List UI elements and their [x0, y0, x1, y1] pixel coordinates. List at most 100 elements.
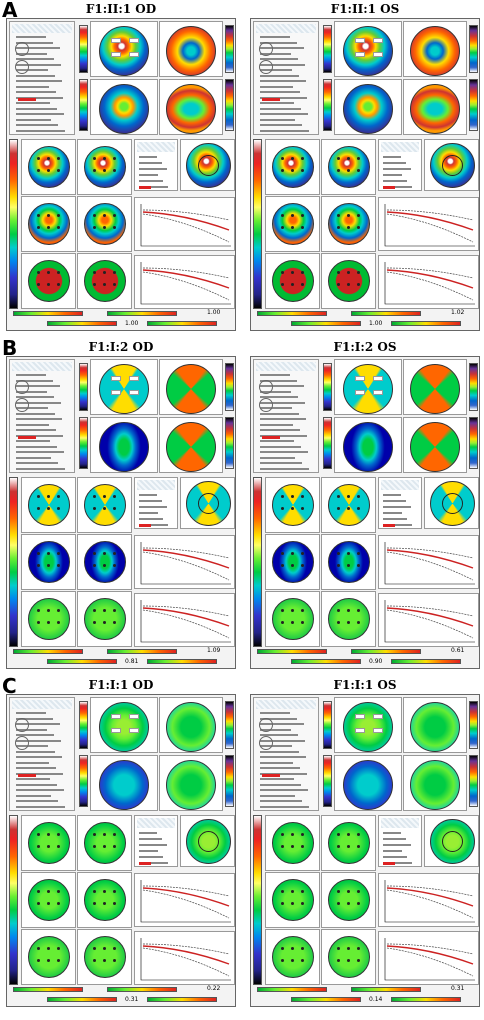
info-text-line — [260, 401, 305, 404]
map-cell — [334, 21, 402, 77]
map-cell — [334, 697, 402, 753]
map-point — [347, 507, 350, 510]
info-text-line — [260, 717, 297, 720]
map-cell — [90, 755, 158, 811]
color-scale-bar — [79, 363, 88, 411]
map-cell — [77, 591, 132, 647]
map-cell — [159, 79, 223, 135]
map-label-box — [111, 376, 121, 381]
map-cell — [77, 196, 132, 252]
color-scale-bar — [323, 755, 332, 807]
map-point — [113, 214, 116, 217]
index-value: 0.31 — [451, 985, 465, 992]
graph-curve — [386, 885, 474, 897]
stats-line — [139, 162, 162, 164]
legend-bar — [47, 997, 117, 1002]
highlight-value — [18, 436, 36, 439]
thickness-profile-graph — [134, 873, 235, 927]
map-point — [347, 890, 350, 893]
map-point — [57, 552, 60, 555]
map-point — [337, 226, 340, 229]
map-point — [301, 495, 304, 498]
map-label-box — [129, 714, 139, 719]
map-cell — [265, 815, 320, 871]
percent-thickness-graph — [134, 593, 235, 647]
graph-axis — [140, 262, 231, 305]
map-point — [301, 507, 304, 510]
map-point — [337, 214, 340, 217]
color-scale-bar — [79, 79, 88, 131]
graph-curve — [386, 209, 474, 221]
stats-line — [139, 832, 157, 834]
map-label-box — [373, 390, 383, 395]
map-cell — [21, 196, 76, 252]
small-map — [328, 146, 370, 188]
graph-curve — [142, 943, 230, 955]
map-point — [301, 833, 304, 836]
info-text-line — [260, 750, 299, 753]
color-scale-bar — [79, 417, 88, 469]
legend-bar — [47, 659, 117, 664]
tomography-report: 1.00 1.00 — [6, 18, 236, 331]
tomography-report: 0.22 0.31 — [6, 694, 236, 1007]
info-text-line — [16, 429, 56, 431]
small-map — [272, 260, 314, 302]
map-point — [337, 564, 340, 567]
map-point — [347, 271, 350, 274]
legend-bar — [107, 649, 177, 654]
stats-panel — [378, 139, 422, 191]
legend-bar — [107, 311, 177, 316]
legend-bar — [291, 659, 361, 664]
map-cell — [403, 417, 467, 473]
info-text-line — [16, 761, 49, 764]
map-cell — [334, 755, 402, 811]
info-text-line — [16, 52, 47, 55]
map-point — [113, 564, 116, 567]
map-cell — [180, 815, 235, 867]
map-cell — [90, 79, 158, 135]
info-text-line — [16, 456, 51, 459]
stats-line — [383, 494, 401, 496]
map-point — [301, 959, 304, 962]
map-label-box — [129, 38, 139, 43]
stats-line — [383, 186, 412, 188]
graph-curve — [386, 607, 474, 627]
legend-bar — [351, 649, 421, 654]
info-header — [256, 24, 316, 33]
info-text-line — [16, 118, 51, 121]
small-map — [328, 484, 370, 526]
stats-panel — [134, 477, 178, 529]
info-text-line — [16, 96, 63, 99]
graph-curve — [142, 889, 230, 919]
thickness-map — [99, 760, 149, 810]
small-map — [84, 936, 126, 978]
color-scale-bar — [225, 417, 234, 469]
small-map — [28, 541, 70, 583]
info-text-line — [260, 412, 299, 415]
map-point — [291, 157, 294, 160]
color-scale-bar — [323, 417, 332, 469]
map-point — [113, 947, 116, 950]
map-cell — [180, 477, 235, 529]
map-point — [281, 495, 284, 498]
map-cell — [77, 872, 132, 928]
graph-curve — [386, 547, 474, 559]
small-map — [272, 203, 314, 245]
map-label-box — [355, 714, 365, 719]
stats-line — [139, 156, 157, 158]
map-point — [347, 157, 350, 160]
info-text-line — [16, 445, 57, 448]
eye-diagram-icon — [15, 380, 29, 394]
graph-curve — [386, 609, 474, 639]
info-text-line — [16, 451, 64, 453]
map-point — [281, 845, 284, 848]
map-label-box — [355, 38, 365, 43]
map-cell — [321, 872, 376, 928]
stats-line — [383, 500, 406, 502]
stats-line — [139, 506, 167, 508]
elevation-front-map — [166, 702, 216, 752]
map-point — [291, 507, 294, 510]
info-text-line — [16, 41, 53, 44]
eye-diagram-icon — [15, 42, 29, 56]
map-point — [301, 283, 304, 286]
